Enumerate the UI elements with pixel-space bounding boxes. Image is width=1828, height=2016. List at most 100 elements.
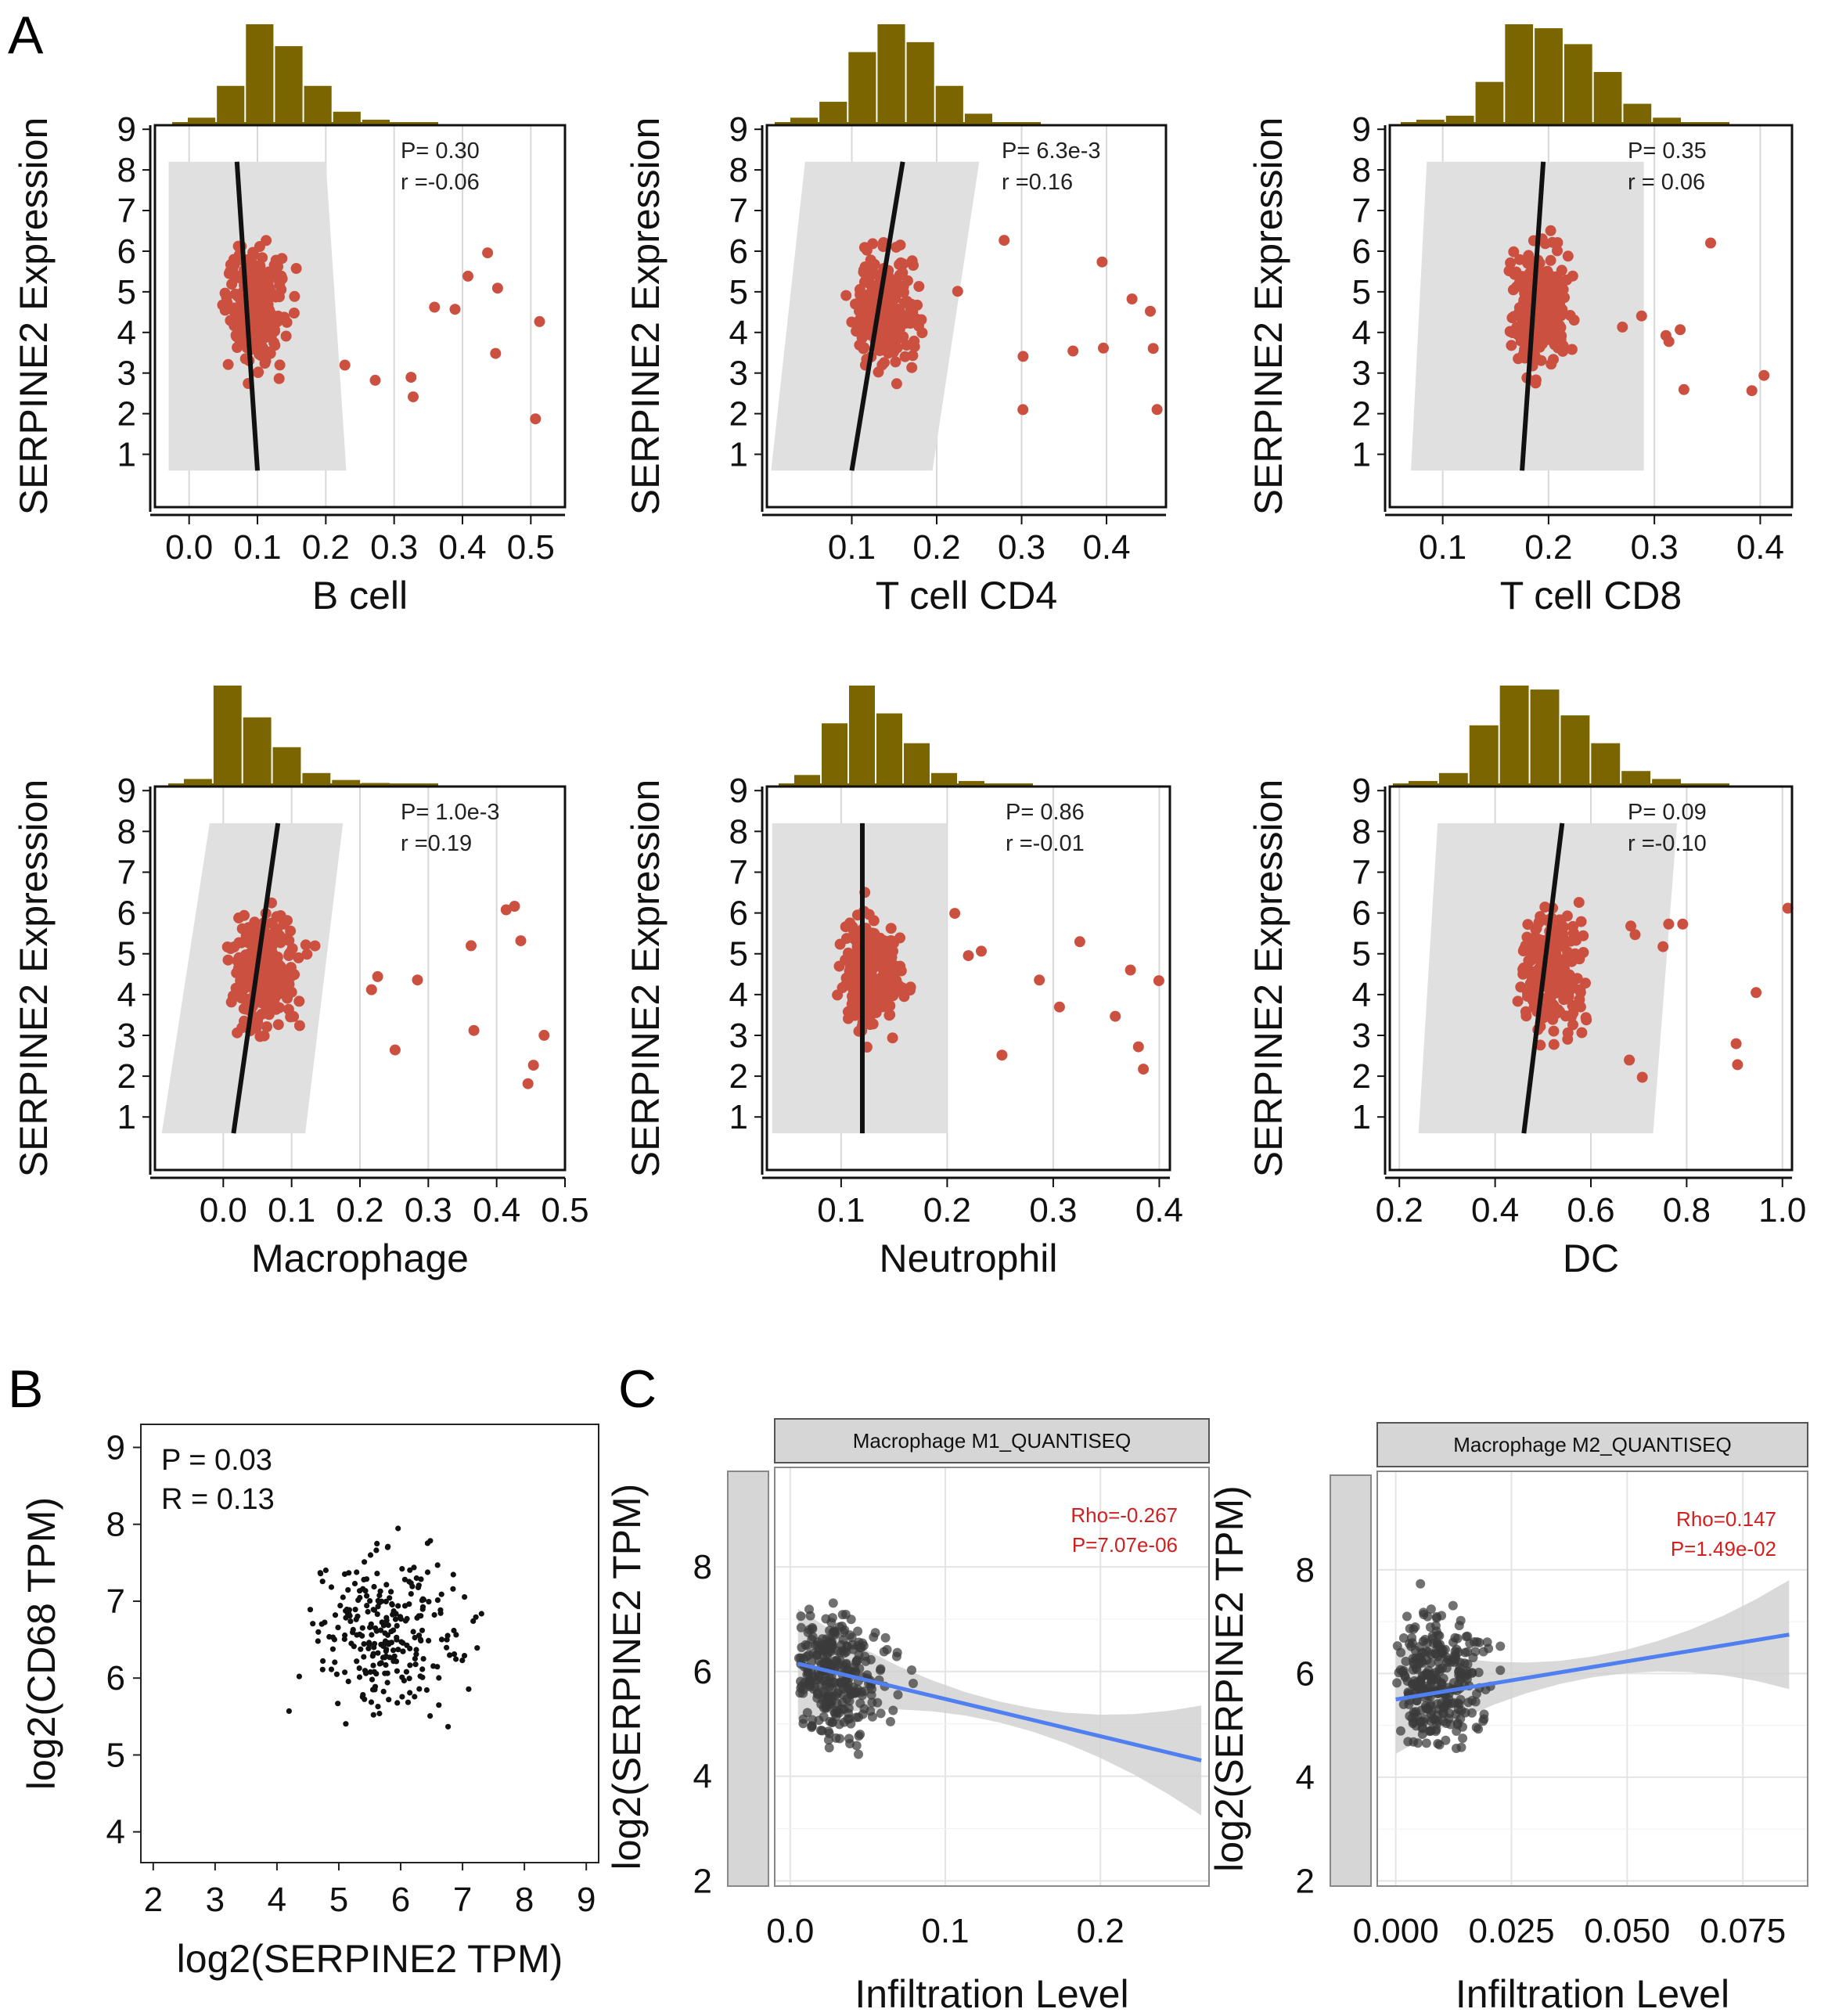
- data-point: [873, 1697, 883, 1708]
- x-tick-label: 0.2: [1376, 1191, 1423, 1229]
- data-point: [426, 1599, 432, 1605]
- histogram-bar: [1445, 115, 1474, 124]
- histogram-bar: [1653, 117, 1681, 124]
- data-point: [830, 1656, 840, 1666]
- histogram-bar: [184, 779, 212, 785]
- y-axis-label: log2(SERPINE2 TPM): [1207, 1485, 1251, 1872]
- data-point: [462, 1594, 468, 1600]
- data-point-outlier: [1635, 310, 1647, 322]
- data-point: [447, 1652, 453, 1658]
- data-point: [898, 280, 909, 292]
- data-point: [383, 1598, 389, 1604]
- data-point: [335, 1625, 341, 1631]
- rho-value: Rho=-0.267: [1071, 1503, 1178, 1527]
- data-point-outlier: [408, 391, 419, 403]
- data-point: [470, 1618, 477, 1624]
- data-point: [300, 939, 311, 951]
- data-point: [367, 1552, 374, 1558]
- x-axis-label: DC: [1563, 1237, 1619, 1280]
- data-point: [307, 1607, 314, 1613]
- data-point: [1454, 1621, 1464, 1631]
- data-point: [412, 1661, 419, 1668]
- plot-frame: [153, 124, 567, 509]
- data-point: [1452, 1633, 1463, 1643]
- data-point: [376, 1593, 383, 1599]
- x-tick-label: 0.3: [370, 528, 418, 567]
- data-point: [418, 1576, 424, 1582]
- data-point: [1407, 1679, 1417, 1689]
- x-tick-label: 0.000: [1353, 1912, 1439, 1950]
- data-point: [1426, 1709, 1436, 1719]
- histogram-bar: [1564, 44, 1592, 124]
- data-point: [905, 318, 916, 329]
- y-tick-label: 2: [117, 1057, 136, 1096]
- data-point: [1472, 1689, 1481, 1699]
- y-axis-label: log2(SERPINE2 TPM): [605, 1484, 649, 1870]
- data-point: [883, 337, 894, 348]
- y-tick-label: 2: [729, 395, 748, 434]
- data-point: [818, 1695, 828, 1705]
- chart-macrophage-m1: Macrophage M1_QUANTISEQ 2 4 6 8 0.0 0.1 0.2 Infi…: [605, 1418, 1210, 2016]
- side-strip: [1330, 1474, 1372, 1887]
- data-point: [796, 1622, 806, 1633]
- data-point: [808, 1684, 819, 1694]
- data-point-outlier: [339, 359, 351, 371]
- histogram-bar: [959, 780, 984, 785]
- data-point-outlier: [491, 283, 503, 294]
- y-tick-label: 2: [693, 1862, 712, 1900]
- data-point: [364, 1593, 370, 1599]
- data-point-outlier: [1147, 343, 1159, 355]
- regression-line: [1521, 823, 1565, 1134]
- data-point: [373, 1628, 380, 1634]
- facet-strip: [1376, 1422, 1808, 1467]
- data-point: [1542, 326, 1553, 338]
- x-tick-label: 9: [577, 1881, 596, 1919]
- data-point: [854, 1731, 864, 1741]
- data-point: [397, 1614, 404, 1620]
- data-point: [847, 1640, 858, 1650]
- data-point: [385, 1622, 391, 1629]
- y-tick-label: 9: [729, 110, 748, 149]
- data-point-outlier: [1098, 342, 1109, 354]
- p-value: P= 0.86: [1006, 800, 1085, 825]
- data-point: [343, 1721, 349, 1727]
- x-tick-label: 0.1: [268, 1191, 315, 1229]
- data-point: [232, 314, 244, 326]
- regression-line: [1520, 161, 1546, 471]
- data-point: [359, 1633, 365, 1639]
- data-point: [419, 1627, 426, 1633]
- panel-letter-c: C: [618, 1359, 657, 1419]
- data-point: [453, 1656, 459, 1662]
- data-point: [908, 260, 919, 271]
- data-point-outlier: [482, 247, 494, 259]
- data-point: [1512, 995, 1524, 1007]
- data-point: [355, 1597, 362, 1604]
- x-tick-label: 0.4: [1082, 528, 1130, 567]
- data-point: [1535, 355, 1547, 366]
- data-point: [834, 1708, 844, 1718]
- data-point: [885, 923, 897, 934]
- data-point: [431, 1611, 437, 1618]
- data-point: [1514, 254, 1525, 265]
- data-point: [310, 1621, 316, 1627]
- data-point: [466, 1686, 472, 1692]
- r-value: r =-0.10: [1628, 831, 1707, 856]
- data-point: [1562, 946, 1574, 958]
- y-tick-label: 5: [729, 273, 748, 311]
- data-point: [377, 1588, 383, 1594]
- y-tick-label: 8: [1352, 151, 1371, 189]
- data-point: [890, 356, 901, 368]
- data-point: [225, 259, 236, 271]
- y-tick-label: 8: [729, 812, 748, 851]
- data-point: [273, 373, 285, 384]
- data-point: [1576, 1027, 1588, 1039]
- data-point: [286, 1708, 292, 1714]
- y-tick-label: 6: [729, 232, 748, 271]
- data-point: [1534, 915, 1546, 927]
- data-point: [288, 308, 300, 319]
- y-tick-label: 8: [106, 1506, 125, 1544]
- data-point: [1408, 1665, 1418, 1675]
- y-tick-label: 3: [1352, 355, 1371, 393]
- data-point: [384, 1679, 390, 1686]
